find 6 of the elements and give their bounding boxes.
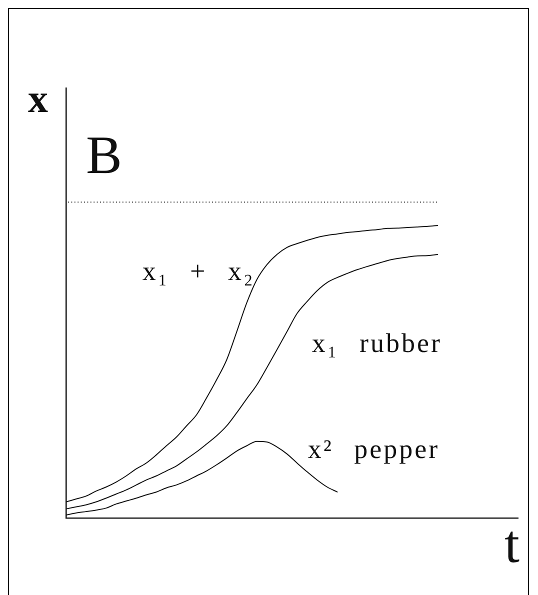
y-axis-title: x bbox=[28, 76, 48, 121]
series-label: x₁ rubber bbox=[312, 328, 442, 358]
series-label: x² pepper bbox=[308, 434, 440, 464]
x-axis-title: t bbox=[504, 514, 520, 574]
text: B bbox=[86, 125, 122, 185]
series-label: x₁ + x₂ bbox=[142, 256, 255, 286]
